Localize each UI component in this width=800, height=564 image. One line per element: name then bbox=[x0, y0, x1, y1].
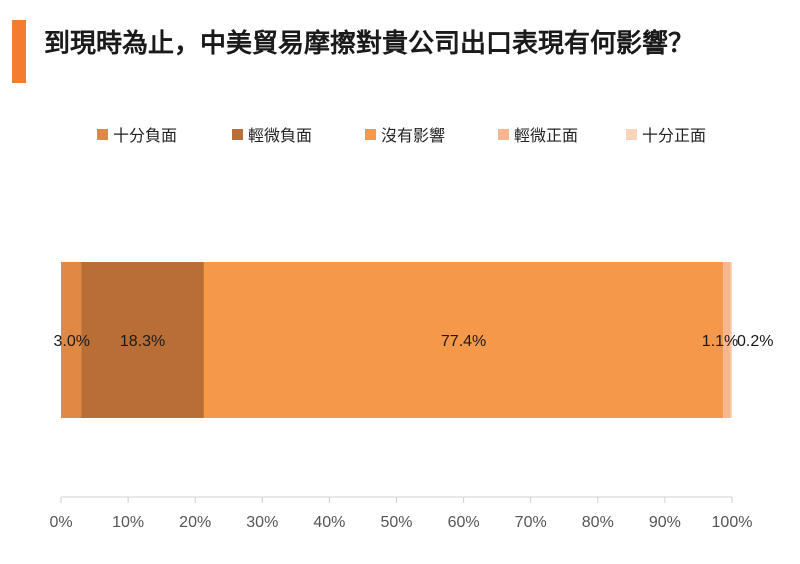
legend-swatch bbox=[626, 128, 637, 140]
bar-segment-3 bbox=[723, 262, 731, 418]
legend-label: 十分正面 bbox=[642, 126, 707, 145]
data-label-0: 3.0% bbox=[54, 333, 90, 350]
legend-item-very-positive: 十分正面 bbox=[626, 122, 706, 146]
legend-label: 沒有影響 bbox=[381, 126, 446, 145]
legend-item-slightly-negative: 輕微負面 bbox=[232, 122, 312, 146]
data-label-4: 0.2% bbox=[737, 333, 773, 350]
bar-segment-4 bbox=[730, 262, 732, 418]
x-tick-label: 20% bbox=[179, 514, 211, 531]
data-label-3: 1.1% bbox=[702, 333, 738, 350]
title-accent-bar bbox=[12, 20, 26, 83]
data-label-1: 18.3% bbox=[120, 333, 165, 350]
bar-segment-1 bbox=[81, 262, 204, 418]
legend-label: 輕微負面 bbox=[248, 126, 313, 145]
x-tick-label: 0% bbox=[49, 514, 72, 531]
x-tick-label: 60% bbox=[448, 514, 480, 531]
x-tick-label: 10% bbox=[112, 514, 144, 531]
legend-swatch bbox=[97, 128, 108, 140]
bar-segment-0 bbox=[61, 262, 82, 418]
legend-label: 輕微正面 bbox=[514, 126, 579, 145]
x-tick-label: 40% bbox=[313, 514, 345, 531]
legend-swatch bbox=[498, 128, 509, 140]
x-tick-label: 30% bbox=[246, 514, 278, 531]
x-tick-label: 70% bbox=[515, 514, 547, 531]
legend-label: 十分負面 bbox=[113, 126, 178, 145]
x-tick-label: 80% bbox=[582, 514, 614, 531]
x-tick-label: 50% bbox=[380, 514, 412, 531]
x-tick-label: 90% bbox=[649, 514, 681, 531]
chart-title: 到現時為止，中美貿易摩擦對貴公司出口表現有何影響？ bbox=[44, 29, 695, 59]
legend-item-no-impact: 沒有影響 bbox=[365, 122, 445, 146]
legend-item-very-negative: 十分負面 bbox=[97, 122, 177, 146]
bar-segment-2 bbox=[203, 262, 724, 418]
chart-legend: 十分負面 輕微負面 沒有影響 輕微正面 十分正面 bbox=[0, 122, 800, 146]
legend-swatch bbox=[232, 128, 243, 140]
legend-swatch bbox=[365, 128, 376, 140]
legend-item-slightly-positive: 輕微正面 bbox=[498, 122, 578, 146]
data-label-2: 77.4% bbox=[441, 333, 486, 350]
x-tick-label: 100% bbox=[712, 514, 753, 531]
